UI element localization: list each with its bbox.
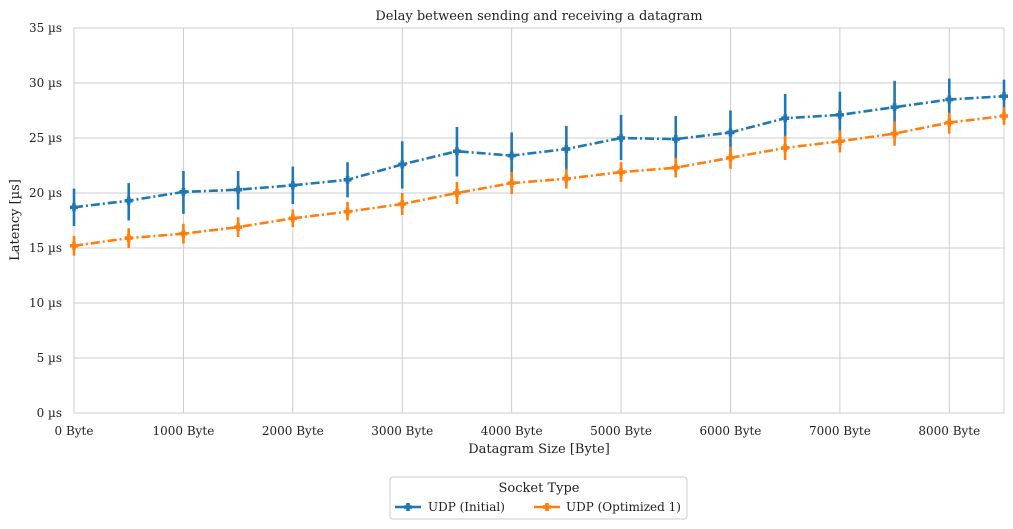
x-tick-label: 2000 Byte [262, 424, 324, 438]
series-2-point [345, 207, 350, 216]
series-2-point [1002, 112, 1006, 120]
series-1-point [181, 187, 186, 196]
series-2-point [400, 200, 405, 208]
series-1-point [236, 185, 240, 194]
series-1-point [1002, 92, 1006, 101]
plot-area-frame [73, 27, 1005, 414]
legend-label-1: UDP (Initial) [428, 500, 505, 514]
series-1-point [619, 134, 623, 142]
x-axis-label: Datagram Size [Byte] [468, 442, 610, 457]
series-1-point [728, 128, 733, 137]
series-2-point [564, 174, 569, 183]
series-1-point [291, 181, 295, 190]
series-2-point [728, 153, 733, 162]
y-tick-label: 20 µs [29, 186, 62, 200]
series-2-point [838, 137, 842, 146]
y-axis-label: Latency [µs] [8, 179, 23, 261]
x-tick-label: 1000 Byte [152, 424, 214, 438]
tick-labels: 0 Byte 1000 Byte 2000 Byte 3000 Byte 4000 By… [29, 21, 980, 438]
series-layer [70, 78, 1008, 256]
chart-title: Delay between sending and receiving a da… [375, 9, 702, 24]
x-tick-label: 3000 Byte [371, 424, 433, 438]
series-1-point [564, 145, 569, 153]
series-1-point [455, 147, 459, 156]
y-tick-label: 35 µs [29, 21, 62, 35]
series-2-point [892, 129, 897, 138]
series-2-point [619, 168, 623, 177]
series-1 [70, 78, 1008, 226]
legend-marker-2 [545, 503, 549, 511]
series-2-point [236, 223, 240, 232]
y-tick-label: 15 µs [29, 241, 62, 255]
series-1-point [947, 95, 952, 104]
y-tick-label: 0 µs [37, 406, 62, 420]
series-1-point [673, 135, 678, 144]
legend-label-2: UDP (Optimized 1) [566, 500, 681, 514]
series-2-point [72, 241, 76, 250]
legend-title: Socket Type [499, 481, 580, 496]
series-1-point [892, 103, 897, 112]
series-2 [70, 107, 1008, 256]
series-2-point [509, 179, 514, 188]
series-1-point [400, 160, 405, 169]
grid-lines [73, 27, 1004, 414]
series-1-line [73, 94, 1005, 209]
series-2-point [783, 143, 787, 152]
x-tick-label: 8000 Byte [918, 424, 980, 438]
series-1-point [345, 175, 350, 184]
series-2-point [947, 118, 952, 127]
series-1-point [72, 203, 76, 212]
x-tick-label: 0 Byte [55, 424, 94, 438]
series-2-point [181, 229, 186, 238]
legend-frame [389, 476, 688, 520]
series-2-point [455, 189, 459, 197]
y-tick-label: 30 µs [29, 76, 62, 90]
y-tick-label: 10 µs [29, 296, 62, 310]
y-tick-label: 25 µs [29, 131, 62, 145]
legend-marker-1 [406, 503, 410, 511]
x-tick-label: 7000 Byte [809, 424, 871, 438]
series-2-point [673, 163, 678, 172]
x-tick-label: 6000 Byte [700, 424, 762, 438]
x-tick-label: 4000 Byte [481, 424, 543, 438]
x-tick-label: 5000 Byte [590, 424, 652, 438]
series-2-point [126, 234, 131, 243]
series-1-point [509, 151, 514, 160]
series-2-point [291, 214, 295, 223]
series-2-line [73, 114, 1005, 248]
series-1-point [783, 114, 787, 123]
series-1-point [126, 196, 131, 205]
legend: Socket Type UDP (Initial) UDP (Optimized … [389, 476, 688, 520]
y-tick-label: 5 µs [37, 351, 62, 365]
series-1-point [838, 110, 842, 119]
